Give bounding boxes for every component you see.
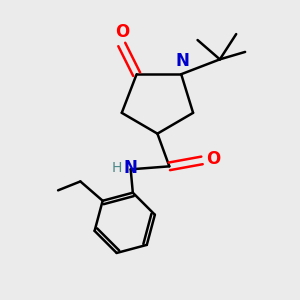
Text: N: N <box>176 52 190 70</box>
Text: O: O <box>115 23 129 41</box>
Text: O: O <box>206 150 221 168</box>
Text: N: N <box>124 159 138 177</box>
Text: H: H <box>111 161 122 175</box>
